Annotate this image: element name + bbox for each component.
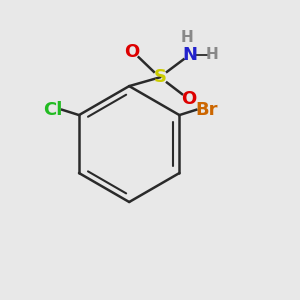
Text: N: N (183, 46, 198, 64)
Text: O: O (124, 43, 140, 61)
Text: Cl: Cl (44, 101, 63, 119)
Text: Br: Br (195, 101, 218, 119)
Text: H: H (206, 47, 219, 62)
Text: H: H (181, 30, 194, 45)
Text: S: S (154, 68, 167, 86)
Text: O: O (181, 91, 196, 109)
